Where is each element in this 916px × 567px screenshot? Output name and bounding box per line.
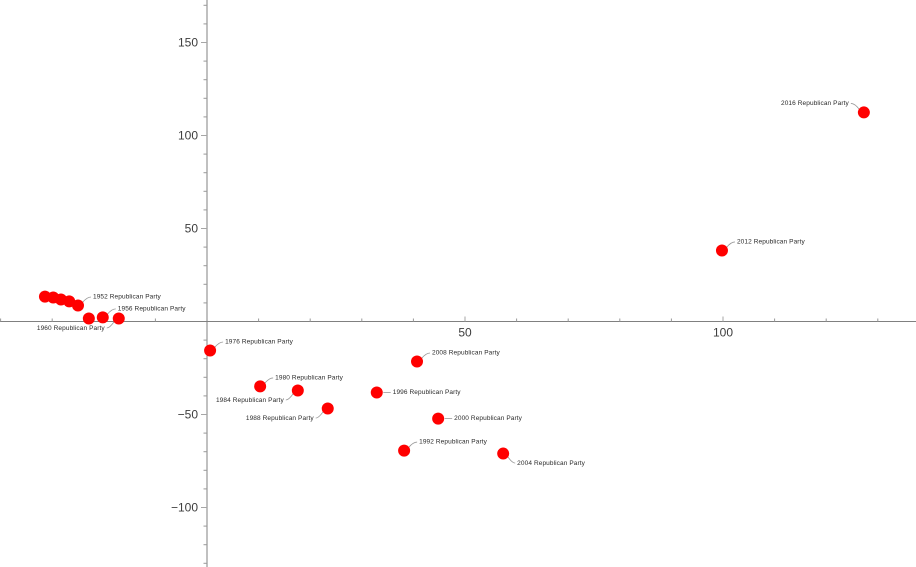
data-point	[715, 244, 728, 257]
data-point	[398, 444, 411, 457]
point-callout-label: 2000 Republican Party	[454, 415, 523, 422]
point-callout-line	[264, 377, 274, 384]
point-callout-label: 1988 Republican Party	[246, 415, 315, 422]
point-callout-label: 1996 Republican Party	[393, 389, 462, 396]
point-callout-line	[82, 296, 92, 303]
point-callout-line	[726, 241, 735, 248]
point-callout-line	[214, 341, 224, 348]
y-tick-label: −50	[178, 408, 199, 422]
data-point	[72, 299, 84, 312]
y-tick-label: 150	[178, 36, 198, 50]
data-point	[321, 402, 334, 415]
x-tick-label: 100	[713, 326, 733, 340]
point-callout-label: 1992 Republican Party	[419, 439, 488, 446]
point-callout-label: 2004 Republican Party	[517, 460, 586, 467]
point-callout-label: 2008 Republican Party	[432, 349, 501, 356]
point-callout-label: 1984 Republican Party	[216, 397, 285, 404]
y-tick-label: 100	[178, 129, 198, 143]
data-point	[112, 312, 125, 325]
y-tick-label: −100	[171, 501, 198, 515]
point-callout-line	[285, 393, 294, 401]
point-callout-line	[850, 103, 860, 110]
point-callout-line	[315, 411, 324, 419]
point-callout-label: 1980 Republican Party	[275, 374, 344, 381]
data-point	[411, 355, 424, 368]
data-point	[96, 311, 109, 324]
point-callout-label: 1956 Republican Party	[118, 305, 187, 312]
y-tick-label: 50	[185, 222, 199, 236]
point-callout-label: 1952 Republican Party	[93, 294, 162, 301]
data-point	[254, 380, 267, 393]
data-point	[370, 386, 383, 399]
x-tick-label: 50	[458, 326, 472, 340]
point-callout-line	[421, 352, 431, 359]
point-callout-label: 1960 Republican Party	[37, 325, 106, 332]
point-callout-line	[106, 321, 115, 329]
point-callout-label: 1976 Republican Party	[225, 339, 294, 346]
data-point	[291, 384, 304, 397]
point-callout-label: 2012 Republican Party	[737, 238, 806, 245]
data-point	[497, 447, 510, 460]
data-point	[82, 312, 95, 325]
point-callout-line	[106, 308, 116, 315]
data-point	[204, 344, 217, 357]
data-point	[432, 412, 445, 425]
point-callout-line	[507, 456, 516, 464]
data-point	[857, 106, 870, 119]
point-callout-label: 2016 Republican Party	[781, 100, 850, 107]
point-callout-line	[408, 441, 418, 448]
